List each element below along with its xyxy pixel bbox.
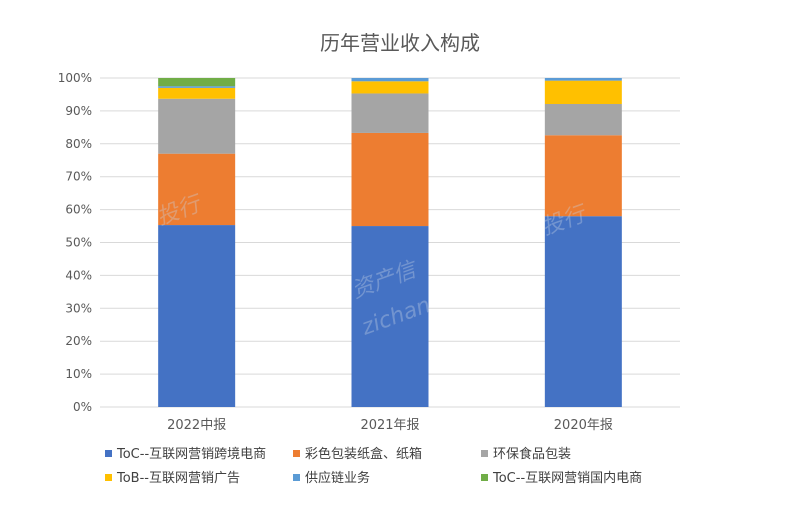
bar-segment	[351, 81, 429, 94]
bar-segment	[351, 78, 429, 82]
legend-swatch	[105, 474, 112, 481]
y-tick-label: 30%	[65, 301, 92, 315]
bars	[158, 78, 622, 407]
y-tick-label: 100%	[58, 71, 92, 85]
y-axis-ticks: 0% 10% 20% 30% 40% 50% 60% 70% 80% 90% 100%	[58, 71, 92, 414]
legend: ToC--互联网营销跨境电商 彩色包装纸盒、纸箱 环保食品包装 ToB--互联网营销广…	[105, 446, 642, 486]
x-axis-categories: 2022中报 2021年报 2020年报	[167, 418, 613, 433]
legend-label: ToC--互联网营销跨境电商	[116, 447, 266, 462]
legend-label: 彩色包装纸盒、纸箱	[305, 446, 422, 462]
bar-segment	[351, 226, 429, 407]
bar-segment	[544, 216, 622, 407]
bar-segment	[158, 87, 236, 99]
bar-segment	[351, 93, 429, 133]
bar-segment	[544, 135, 622, 217]
y-tick-label: 20%	[65, 334, 92, 348]
y-tick-label: 10%	[65, 367, 92, 381]
legend-label: 环保食品包装	[493, 446, 571, 462]
legend-label: 供应链业务	[305, 470, 370, 486]
legend-swatch	[293, 450, 300, 457]
bar-segment	[158, 78, 236, 87]
x-category-label: 2021年报	[360, 418, 419, 433]
legend-label: ToC--互联网营销国内电商	[492, 470, 642, 486]
y-tick-label: 90%	[65, 104, 92, 118]
legend-swatch	[105, 450, 112, 457]
bar-segment	[158, 153, 236, 226]
bar-segment	[158, 86, 236, 88]
y-tick-label: 60%	[65, 203, 92, 217]
chart-title: 历年营业收入构成	[320, 31, 480, 55]
y-tick-label: 0%	[73, 400, 92, 414]
legend-swatch	[481, 474, 488, 481]
legend-swatch	[481, 450, 488, 457]
bar-segment	[158, 225, 236, 407]
y-tick-label: 50%	[65, 236, 92, 250]
legend-label: ToB--互联网营销广告	[116, 471, 240, 486]
bar-segment	[544, 80, 622, 104]
bar-segment	[544, 103, 622, 136]
bar-segment	[158, 98, 236, 154]
bar-segment	[544, 78, 622, 81]
bar-segment	[351, 132, 429, 227]
legend-swatch	[293, 474, 300, 481]
y-tick-label: 80%	[65, 137, 92, 151]
y-tick-label: 70%	[65, 170, 92, 184]
y-tick-label: 40%	[65, 268, 92, 282]
x-category-label: 2020年报	[554, 418, 613, 433]
x-category-label: 2022中报	[167, 418, 226, 433]
